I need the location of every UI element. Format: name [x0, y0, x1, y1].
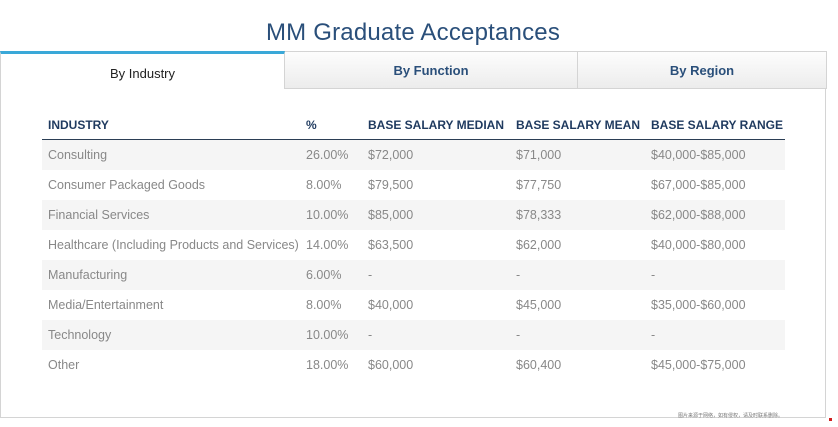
cell-salary-mean: $77,750	[516, 178, 562, 192]
table-row: Financial Services 10.00% $85,000 $78,33…	[42, 200, 785, 230]
cell-salary-range: $62,000-$88,000	[645, 200, 785, 230]
cell-salary-median: $40,000	[368, 298, 414, 312]
table-row: Healthcare (Including Products and Servi…	[42, 230, 785, 260]
cell-salary-range: $67,000-$85,000	[651, 178, 746, 192]
cell-industry: Healthcare (Including Products and Servi…	[48, 238, 299, 252]
cell-percent: 8.00%	[306, 298, 342, 312]
cell-salary-median: $60,000	[368, 358, 414, 372]
cell-percent: 18.00%	[306, 358, 349, 372]
cell-salary-median: $85,000	[362, 200, 510, 230]
cell-salary-median: $72,000	[362, 139, 510, 170]
table-row: Consulting 26.00% $72,000 $71,000 $40,00…	[42, 139, 785, 170]
cell-salary-median: -	[362, 320, 510, 350]
cell-industry: Manufacturing	[42, 260, 300, 290]
cell-percent: 10.00%	[300, 320, 362, 350]
cell-salary-range: $45,000-$75,000	[651, 358, 746, 372]
cell-salary-mean: -	[510, 260, 645, 290]
cell-salary-mean: $60,400	[516, 358, 562, 372]
column-header-industry: INDUSTRY	[42, 111, 300, 140]
cell-industry: Media/Entertainment	[48, 298, 164, 312]
table-row: Other 18.00% $60,000 $60,400 $45,000-$75…	[42, 350, 785, 380]
cell-salary-mean: $78,333	[510, 200, 645, 230]
cell-salary-range: -	[645, 320, 785, 350]
tab-panel	[0, 51, 826, 418]
cell-industry: Financial Services	[42, 200, 300, 230]
table-row: Consumer Packaged Goods 8.00% $79,500 $7…	[42, 170, 785, 200]
column-header-salary-mean: BASE SALARY MEAN	[510, 111, 645, 140]
cell-salary-range: $35,000-$60,000	[651, 298, 746, 312]
tab-by-industry[interactable]: By Industry	[0, 51, 285, 89]
cell-salary-mean: $62,000	[516, 238, 562, 252]
table-row: Manufacturing 6.00% - - -	[42, 260, 785, 290]
cell-percent: 14.00%	[306, 238, 349, 252]
industry-table: INDUSTRY % BASE SALARY MEDIAN BASE SALAR…	[42, 111, 785, 380]
page-title: MM Graduate Acceptances	[265, 19, 561, 47]
cell-percent: 6.00%	[300, 260, 362, 290]
cell-salary-mean: -	[510, 320, 645, 350]
column-header-salary-range: BASE SALARY RANGE	[645, 111, 785, 140]
cell-salary-median: $79,500	[368, 178, 414, 192]
cell-percent: 8.00%	[306, 178, 342, 192]
cell-percent: 10.00%	[300, 200, 362, 230]
cell-salary-mean: $45,000	[516, 298, 562, 312]
cell-salary-range: -	[645, 260, 785, 290]
cell-industry: Consumer Packaged Goods	[48, 178, 206, 192]
cell-percent: 26.00%	[300, 139, 362, 170]
cell-salary-median: $63,500	[368, 238, 414, 252]
table-row: Technology 10.00% - - -	[42, 320, 785, 350]
column-header-percent: %	[300, 111, 362, 140]
table-header-row: INDUSTRY % BASE SALARY MEDIAN BASE SALAR…	[42, 111, 785, 140]
image-source-footnote: 图片来源于网络，如有侵权，请及时联系删除。	[678, 413, 784, 419]
cell-salary-median: -	[362, 260, 510, 290]
cell-salary-range: $40,000-$85,000	[645, 139, 785, 170]
cell-industry: Other	[48, 358, 80, 372]
cell-salary-mean: $71,000	[510, 139, 645, 170]
tab-bar: By Industry By Function By Region	[0, 51, 827, 89]
tab-by-region[interactable]: By Region	[578, 51, 827, 89]
cell-industry: Technology	[42, 320, 300, 350]
column-header-salary-median: BASE SALARY MEDIAN	[362, 111, 510, 140]
cell-industry: Consulting	[42, 139, 300, 170]
tab-by-function[interactable]: By Function	[285, 51, 578, 89]
corner-mark	[829, 418, 832, 421]
table-row: Media/Entertainment 8.00% $40,000 $45,00…	[42, 290, 785, 320]
cell-salary-range: $40,000-$80,000	[651, 238, 746, 252]
